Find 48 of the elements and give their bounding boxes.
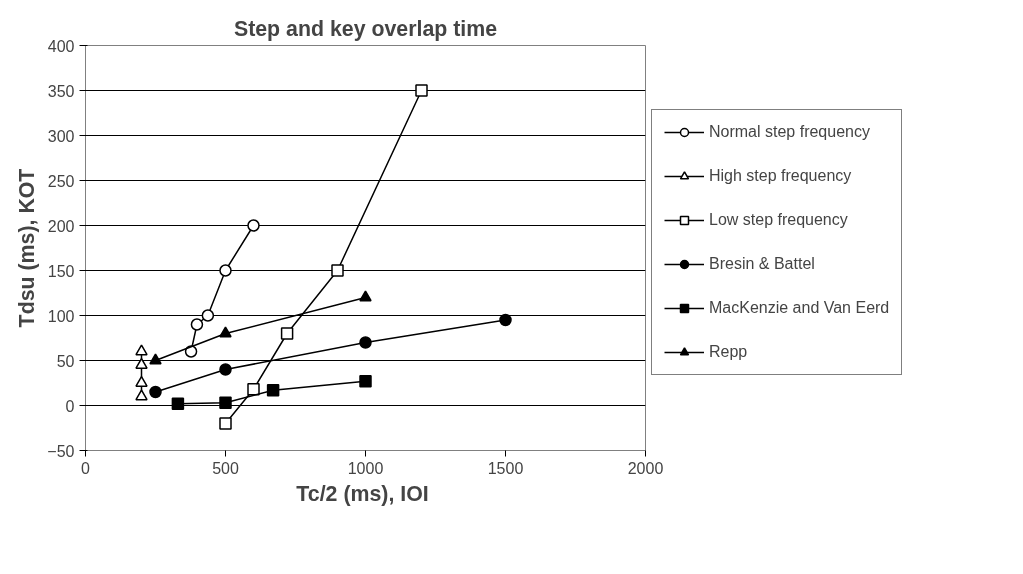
y-tick-label: 200 — [47, 217, 75, 235]
point — [135, 344, 148, 356]
point — [219, 326, 232, 338]
point — [190, 318, 204, 331]
point — [201, 309, 215, 322]
y-tick-label: 400 — [47, 37, 75, 55]
legend-label: Repp — [709, 343, 748, 361]
y-axis-title: Tdsu (ms), KOT — [15, 168, 40, 328]
point — [149, 353, 162, 365]
legend-label: Normal step frequency — [709, 123, 870, 141]
point — [247, 219, 260, 232]
y-tick-label: 300 — [47, 127, 75, 145]
legend-label: MacKenzie and Van Eerd — [709, 299, 890, 317]
x-tick-label: 1500 — [487, 459, 524, 477]
y-tick-label: 50 — [56, 352, 75, 370]
point — [135, 357, 148, 369]
point — [415, 84, 428, 97]
point — [135, 389, 148, 401]
x-tick-label: 2000 — [627, 459, 664, 477]
point — [219, 264, 232, 277]
y-tick-label: 100 — [47, 307, 75, 325]
point — [359, 290, 372, 302]
x-tick-label: 500 — [212, 459, 239, 477]
chart-title: Step and key overlap time — [233, 16, 498, 41]
point — [219, 396, 232, 410]
point — [149, 385, 162, 399]
x-tick-label: 1000 — [347, 459, 384, 477]
point — [171, 397, 185, 410]
point — [331, 264, 344, 277]
point — [359, 336, 372, 349]
point — [359, 374, 372, 388]
y-tick-label: 350 — [47, 82, 75, 100]
legend-label: Bresin & Battel — [709, 255, 815, 273]
x-axis-title: Tc/2 (ms), IOI — [296, 481, 429, 506]
legend-label: High step frequency — [709, 167, 852, 185]
point — [280, 327, 294, 340]
y-tick-label: 0 — [65, 397, 75, 415]
point — [135, 375, 148, 387]
y-tick-label: 150 — [47, 262, 75, 280]
point — [219, 417, 232, 430]
y-tick-label: −50 — [47, 442, 75, 460]
point — [247, 383, 260, 396]
y-tick-label: 250 — [47, 172, 75, 190]
point — [266, 383, 280, 397]
point — [499, 313, 512, 327]
x-tick-label: 0 — [81, 459, 91, 477]
point — [219, 363, 232, 376]
legend-label: Low step frequency — [709, 211, 848, 229]
